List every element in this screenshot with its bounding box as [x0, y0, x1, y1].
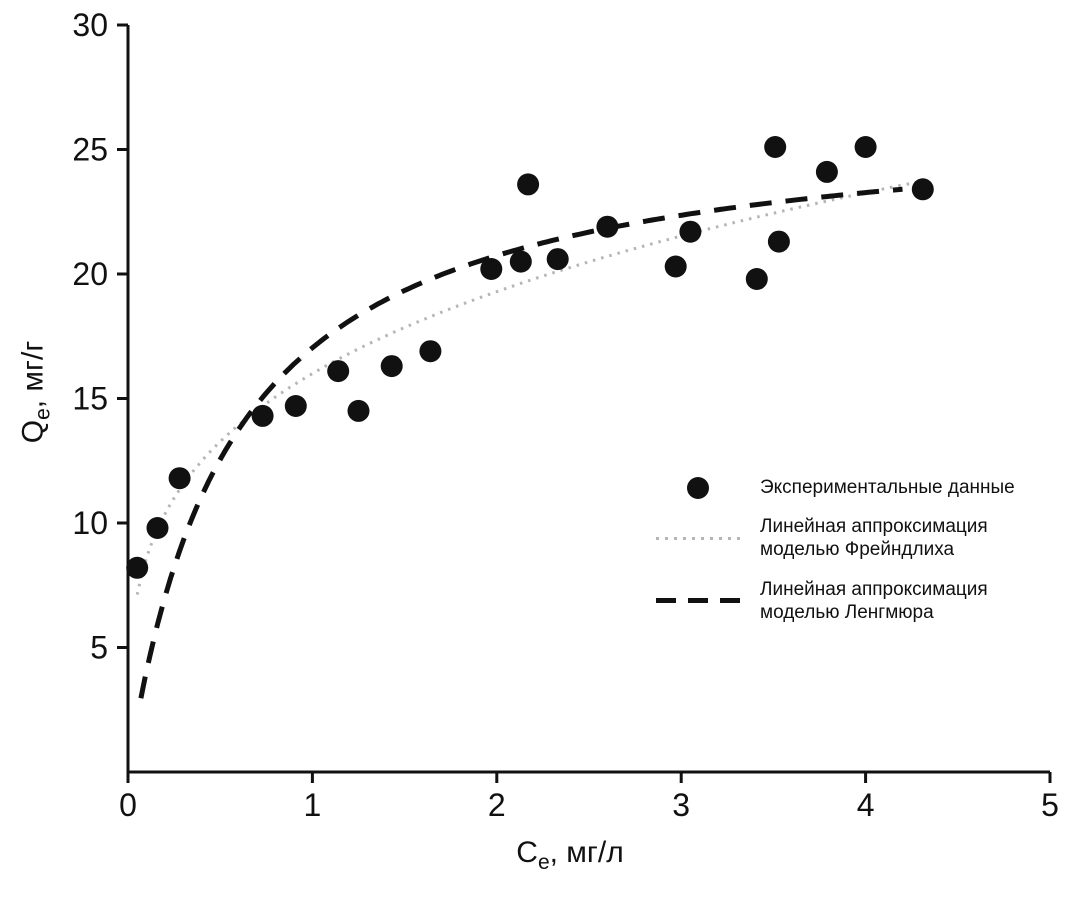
data-point — [767, 230, 790, 253]
legend-label-line: Линейная аппроксимация — [760, 516, 988, 538]
x-tick-label: 3 — [672, 787, 690, 823]
data-point — [284, 395, 307, 417]
data-point — [419, 340, 442, 363]
langmuir-fit-curve — [138, 186, 903, 699]
data-point — [854, 136, 877, 158]
data-point — [251, 404, 274, 427]
y-axis-subscript: e — [31, 408, 55, 420]
y-tick-label: 25 — [72, 132, 108, 168]
data-point — [664, 255, 687, 278]
legend-label-line: моделью Ленгмюра — [760, 601, 934, 623]
y-tick-label: 15 — [72, 381, 108, 417]
data-point — [911, 178, 934, 201]
legend-label-line: моделью Фрейндлиха — [760, 539, 955, 561]
experimental-points — [126, 136, 934, 579]
y-tick-label: 10 — [72, 505, 108, 541]
data-point — [546, 248, 569, 271]
legend-label-experimental: Экспериментальные данные — [760, 477, 1015, 498]
data-point — [745, 268, 768, 290]
data-point — [509, 250, 532, 273]
x-tick-label: 1 — [304, 787, 322, 823]
legend-label-freundlich: Линейная аппроксимация моделью Фрейндлих… — [760, 515, 988, 561]
data-point — [517, 173, 540, 196]
legend-dotted-swatch — [655, 536, 741, 540]
y-axis-unit: , мг/г — [16, 340, 50, 409]
y-tick-label: 5 — [90, 630, 108, 666]
y-axis-label: Qe, мг/г — [17, 341, 56, 444]
x-axis-unit: , мг/л — [549, 836, 624, 869]
legend-circle-swatch — [687, 476, 709, 499]
x-tick-label: 2 — [488, 787, 506, 823]
dashed-line-icon — [648, 598, 748, 604]
dotted-line-icon — [648, 536, 748, 540]
x-axis-label: Ce, мг/л — [516, 836, 623, 875]
x-tick-label: 5 — [1041, 787, 1059, 823]
legend-item-freundlich: Линейная аппроксимация моделью Фрейндлих… — [648, 515, 1015, 561]
data-point — [679, 220, 702, 243]
data-point — [764, 136, 787, 158]
x-tick-label: 0 — [119, 787, 137, 823]
y-tick-label: 20 — [72, 256, 108, 292]
x-tick-label: 4 — [857, 787, 875, 823]
y-axis-symbol: Q — [16, 419, 50, 444]
data-point — [815, 160, 838, 183]
data-point — [126, 556, 149, 579]
x-axis-symbol: C — [516, 836, 538, 869]
legend-item-experimental: Экспериментальные данные — [648, 476, 1015, 499]
legend-label-langmuir: Линейная аппроксимация моделью Ленгмюра — [760, 578, 988, 624]
data-point — [327, 360, 350, 383]
circle-marker-icon — [648, 476, 748, 499]
data-point — [380, 355, 403, 378]
legend-label-line: Линейная аппроксимация — [760, 578, 988, 600]
legend-dashed-swatch — [655, 598, 741, 604]
y-tick-label: 30 — [72, 7, 108, 43]
data-point — [146, 517, 169, 539]
legend: Экспериментальные данные Линейная аппрок… — [648, 476, 1015, 640]
data-point — [596, 215, 619, 238]
data-point — [480, 258, 503, 280]
x-axis-subscript: e — [537, 851, 550, 874]
legend-item-langmuir: Линейная аппроксимация моделью Ленгмюра — [648, 578, 1015, 624]
data-point — [347, 399, 370, 422]
data-point — [168, 467, 191, 490]
freundlich-fit-curve — [135, 179, 922, 595]
